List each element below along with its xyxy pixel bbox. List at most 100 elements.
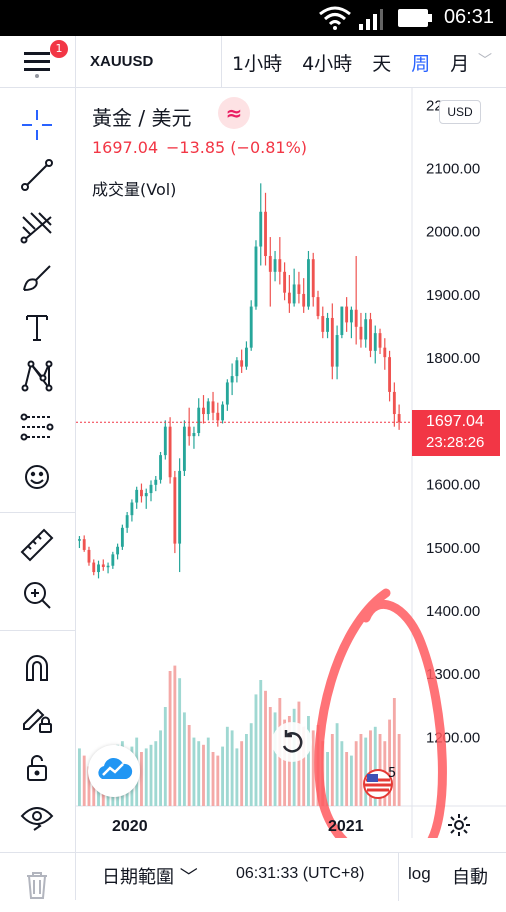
candle — [106, 562, 110, 574]
volume-bar — [87, 766, 91, 806]
status-time: 06:31 — [443, 6, 494, 28]
volume-bar — [197, 741, 201, 806]
candle — [388, 350, 392, 402]
volume-bar — [221, 746, 225, 806]
toolbar-divider — [0, 630, 76, 631]
candle — [135, 486, 139, 509]
volume-bar — [345, 752, 349, 806]
candle — [78, 536, 81, 549]
trend-line-tool[interactable] — [14, 152, 60, 198]
lock-drawings-tool[interactable] — [14, 694, 60, 740]
y-tick-label: 1800.00 — [426, 350, 480, 367]
candle — [245, 341, 248, 370]
candle — [259, 183, 263, 266]
candle — [397, 404, 401, 430]
date-range-button[interactable]: 日期範圍 ﹀ — [102, 867, 198, 888]
candle — [154, 475, 158, 492]
volume-bar — [202, 744, 205, 806]
hamburger-menu-icon — [24, 52, 50, 78]
candle — [345, 297, 349, 332]
x-axis-label: 2021 — [328, 818, 364, 835]
candle — [97, 560, 100, 579]
volume-bar — [187, 725, 191, 806]
chart-cloud-icon — [98, 757, 133, 779]
interval-tab[interactable]: 周 — [411, 52, 431, 75]
candle — [149, 480, 153, 502]
reset-chart-button[interactable] — [272, 722, 312, 762]
pitchfork-tool[interactable] — [14, 204, 60, 250]
candle — [187, 407, 191, 446]
interval-tabs: 1小時 4小時天周月 — [222, 36, 479, 88]
exchange-clock[interactable]: 06:31:33 (UTC+8) — [236, 865, 365, 882]
candle — [359, 312, 363, 348]
y-tick-label: 1300.00 — [426, 666, 480, 683]
crosshair-tool[interactable] — [14, 102, 60, 148]
candle — [178, 458, 182, 573]
lock-draw-icon — [23, 708, 52, 733]
y-tick-label: 2100.00 — [426, 161, 480, 178]
prediction-tool[interactable] — [14, 404, 60, 450]
volume-bar — [163, 707, 167, 806]
last-price: 1697.04 — [92, 138, 159, 157]
volume-bar — [359, 734, 363, 806]
candle — [273, 250, 277, 282]
candle — [340, 306, 344, 339]
text-tool[interactable] — [14, 304, 60, 350]
y-tick-label: 1200.00 — [426, 729, 480, 746]
drawing-toolbar — [0, 88, 76, 900]
brush-tool[interactable] — [14, 254, 60, 300]
volume-bar — [349, 755, 353, 806]
auto-scale-toggle[interactable]: 自動 — [452, 867, 488, 888]
interval-tab[interactable]: 天 — [372, 52, 392, 75]
log-scale-toggle[interactable]: log — [408, 864, 431, 883]
candle — [335, 325, 339, 380]
volume-bar — [182, 712, 186, 806]
status-bar: 06:31 — [0, 0, 506, 36]
gear-icon[interactable] — [446, 812, 472, 838]
volume-bar — [168, 671, 172, 806]
symbol-search[interactable]: XAUUSD — [76, 36, 222, 88]
currency-button[interactable]: USD — [439, 100, 481, 124]
volume-bar — [283, 719, 287, 806]
notification-badge: 1 — [50, 40, 68, 58]
trend-line-icon — [21, 159, 53, 191]
chevron-down-icon[interactable]: ﹀ — [478, 53, 492, 69]
candle — [182, 420, 186, 476]
price-tag-value: 1697.04 — [426, 413, 484, 431]
ideas-button[interactable] — [88, 745, 140, 797]
lock-tool[interactable] — [14, 744, 60, 790]
interval-tab[interactable]: 4小時 — [302, 52, 353, 75]
zoom-in-icon — [24, 582, 51, 609]
volume-bar — [326, 752, 329, 806]
candle — [125, 512, 129, 533]
candle — [268, 237, 272, 307]
pattern-tool[interactable] — [14, 354, 60, 400]
volume-bar — [235, 748, 239, 806]
top-bar: 1 XAUUSD 1小時 4小時天周月 ﹀ — [0, 36, 506, 88]
volume-bar — [354, 741, 358, 806]
visibility-tool[interactable] — [14, 794, 60, 840]
interval-tab[interactable]: 1小時 — [232, 52, 283, 75]
volume-bar — [159, 730, 162, 806]
volume-bar — [206, 737, 210, 806]
magnet-tool[interactable] — [14, 644, 60, 690]
us-flag-icon[interactable] — [362, 766, 402, 802]
symbol-title: 黃金 / 美元 — [92, 106, 192, 130]
volume-bar — [178, 678, 182, 806]
candle — [364, 312, 368, 348]
candle — [316, 290, 320, 320]
delete-tool[interactable] — [14, 862, 60, 908]
ruler-tool[interactable] — [14, 522, 60, 568]
candle — [311, 252, 315, 307]
candle — [211, 391, 215, 421]
volume-bar — [392, 698, 396, 806]
toolbar-divider — [0, 512, 76, 513]
volume-bar — [264, 690, 267, 806]
candle — [373, 325, 377, 364]
zoom-tool[interactable] — [14, 572, 60, 618]
emoji-tool[interactable] — [14, 454, 60, 500]
interval-tab[interactable]: 月 — [450, 52, 470, 75]
wifi-icon — [319, 6, 351, 30]
menu-button[interactable]: 1 — [0, 36, 76, 88]
volume-legend[interactable]: 成交量(Vol) — [92, 180, 177, 199]
